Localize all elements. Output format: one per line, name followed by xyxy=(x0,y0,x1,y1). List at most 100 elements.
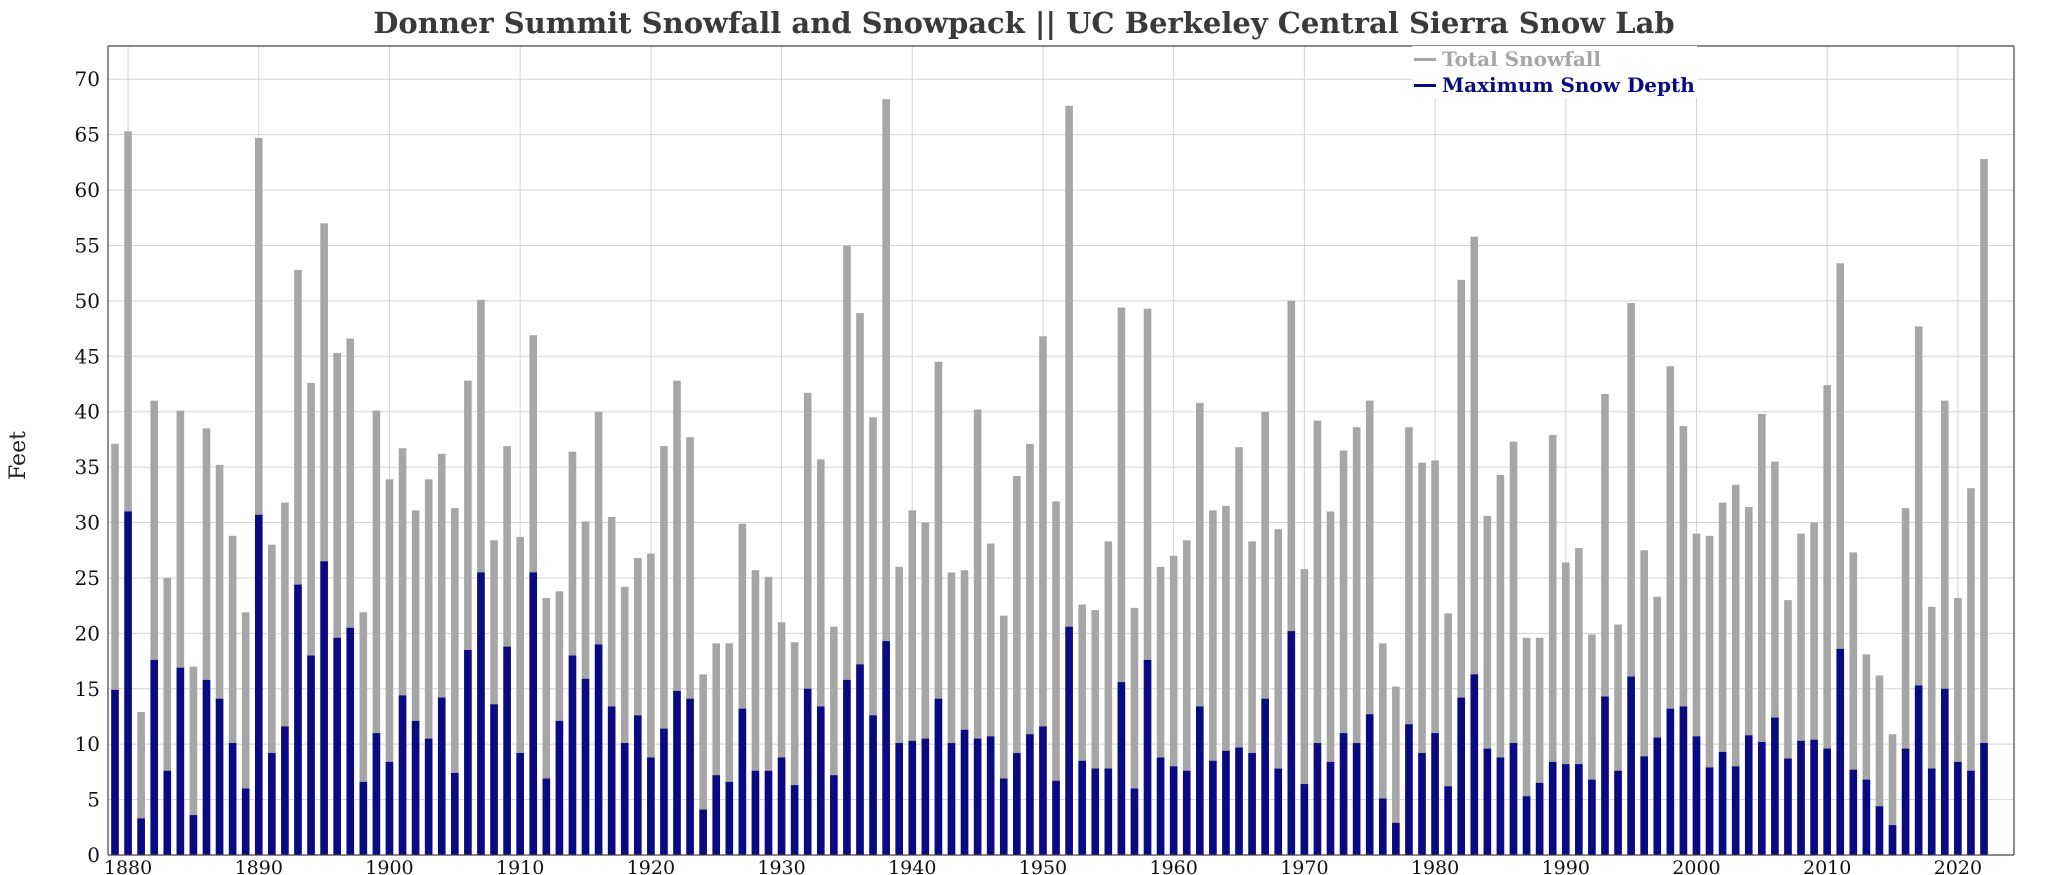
bar-max-snow-depth xyxy=(1496,757,1505,855)
bar-max-snow-depth xyxy=(333,637,341,855)
bar-max-snow-depth xyxy=(1758,741,1766,855)
bar-total-snowfall xyxy=(1365,400,1374,855)
bar-max-snow-depth xyxy=(1548,761,1557,855)
max-snow-depth-series xyxy=(111,511,1988,855)
bar-max-snow-depth xyxy=(1013,753,1021,855)
bar-total-snowfall xyxy=(1927,606,1936,855)
bar-total-snowfall xyxy=(1300,569,1309,855)
bar-total-snowfall xyxy=(699,674,707,855)
bar-total-snowfall xyxy=(294,269,302,856)
bar-max-snow-depth xyxy=(1117,682,1126,855)
bar-total-snowfall xyxy=(1980,159,1988,856)
bar-max-snow-depth xyxy=(673,690,681,855)
bar-total-snowfall xyxy=(1561,562,1570,855)
bar-max-snow-depth xyxy=(1692,736,1701,855)
bar-total-snowfall xyxy=(1744,507,1753,855)
bar-total-snowfall xyxy=(1627,303,1635,856)
bar-max-snow-depth xyxy=(660,728,668,855)
bar-total-snowfall xyxy=(882,99,890,855)
bar-max-snow-depth xyxy=(241,788,250,855)
bar-total-snowfall xyxy=(1653,596,1662,855)
bar-total-snowfall xyxy=(934,361,943,855)
bar-max-snow-depth xyxy=(398,695,407,855)
bar-total-snowfall xyxy=(908,510,917,855)
bar-max-snow-depth xyxy=(1130,788,1139,855)
bar-max-snow-depth xyxy=(1261,698,1269,855)
bar-max-snow-depth xyxy=(1744,735,1753,855)
bar-max-snow-depth xyxy=(973,738,982,855)
bar-max-snow-depth xyxy=(1627,676,1635,855)
bar-total-snowfall xyxy=(1849,552,1858,855)
bar-max-snow-depth xyxy=(1300,784,1309,855)
bar-max-snow-depth xyxy=(1614,770,1622,855)
bar-max-snow-depth xyxy=(1365,714,1374,855)
bar-max-snow-depth xyxy=(1797,740,1805,855)
bar-max-snow-depth xyxy=(1444,786,1452,855)
bar-total-snowfall xyxy=(895,566,903,855)
bar-total-snowfall xyxy=(869,417,877,855)
bar-max-snow-depth xyxy=(228,743,237,855)
bar-max-snow-depth xyxy=(986,736,995,855)
bar-total-snowfall xyxy=(1091,610,1100,855)
bar-max-snow-depth xyxy=(137,818,145,855)
bar-total-snowfall xyxy=(1810,522,1818,855)
bar-total-snowfall xyxy=(1392,686,1400,855)
bar-total-snowfall xyxy=(1784,600,1792,855)
bar-max-snow-depth xyxy=(1339,733,1348,855)
bar-total-snowfall xyxy=(424,479,433,855)
bar-max-snow-depth xyxy=(1810,739,1818,855)
bar-total-snowfall xyxy=(163,577,172,855)
legend: Total Snowfall Maximum Snow Depth xyxy=(1412,46,1697,98)
bar-total-snowfall xyxy=(647,553,655,855)
bar-max-snow-depth xyxy=(1679,706,1688,855)
bar-max-snow-depth xyxy=(1287,631,1296,855)
bar-max-snow-depth xyxy=(1601,696,1609,855)
bar-max-snow-depth xyxy=(1248,753,1256,855)
bar-max-snow-depth xyxy=(1235,747,1243,855)
bar-max-snow-depth xyxy=(1849,769,1858,855)
bar-max-snow-depth xyxy=(1888,825,1897,855)
bar-max-snow-depth xyxy=(1209,760,1217,855)
bar-max-snow-depth xyxy=(1143,659,1152,855)
bar-max-snow-depth xyxy=(1405,724,1413,855)
bar-max-snow-depth xyxy=(1457,697,1466,855)
bar-total-snowfall xyxy=(372,410,381,855)
bar-total-snowfall xyxy=(385,479,394,855)
bar-total-snowfall xyxy=(1614,624,1622,855)
x-tick-label: 1950 xyxy=(1019,857,1067,875)
bar-total-snowfall xyxy=(359,612,368,855)
x-tick-label: 1920 xyxy=(627,857,675,875)
y-tick-label: 5 xyxy=(87,788,100,812)
bar-total-snowfall xyxy=(124,131,132,855)
bar-total-snowfall xyxy=(1758,413,1766,855)
bar-max-snow-depth xyxy=(372,733,381,855)
bar-total-snowfall xyxy=(1705,535,1714,855)
bar-total-snowfall xyxy=(150,400,159,855)
bar-max-snow-depth xyxy=(581,678,590,855)
bar-max-snow-depth xyxy=(764,770,773,855)
x-tick-labels: 1880 1890 1900 1910 1920 1930 1940 1950 1960 1970… xyxy=(104,857,1982,875)
bar-total-snowfall xyxy=(1287,300,1296,856)
bar-total-snowfall xyxy=(1731,484,1740,855)
legend-item-total-snowfall: Total Snowfall xyxy=(1414,46,1695,72)
bar-max-snow-depth xyxy=(699,809,707,855)
bar-total-snowfall xyxy=(660,446,668,855)
bar-max-snow-depth xyxy=(1914,685,1923,855)
bar-total-snowfall xyxy=(1039,336,1047,856)
bar-max-snow-depth xyxy=(869,715,877,855)
bar-max-snow-depth xyxy=(464,649,472,855)
bar-max-snow-depth xyxy=(830,775,838,855)
bar-max-snow-depth xyxy=(647,757,655,855)
bar-total-snowfall xyxy=(398,448,407,855)
bar-total-snowfall xyxy=(1169,555,1178,855)
bar-total-snowfall xyxy=(1444,613,1452,855)
bar-max-snow-depth xyxy=(411,720,420,855)
bar-total-snowfall xyxy=(1339,450,1348,855)
bar-total-snowfall xyxy=(1130,607,1139,855)
bar-total-snowfall xyxy=(607,516,616,855)
bar-max-snow-depth xyxy=(215,698,224,855)
bar-max-snow-depth xyxy=(1378,798,1387,855)
bar-total-snowfall xyxy=(986,543,995,855)
bar-total-snowfall xyxy=(568,451,577,855)
